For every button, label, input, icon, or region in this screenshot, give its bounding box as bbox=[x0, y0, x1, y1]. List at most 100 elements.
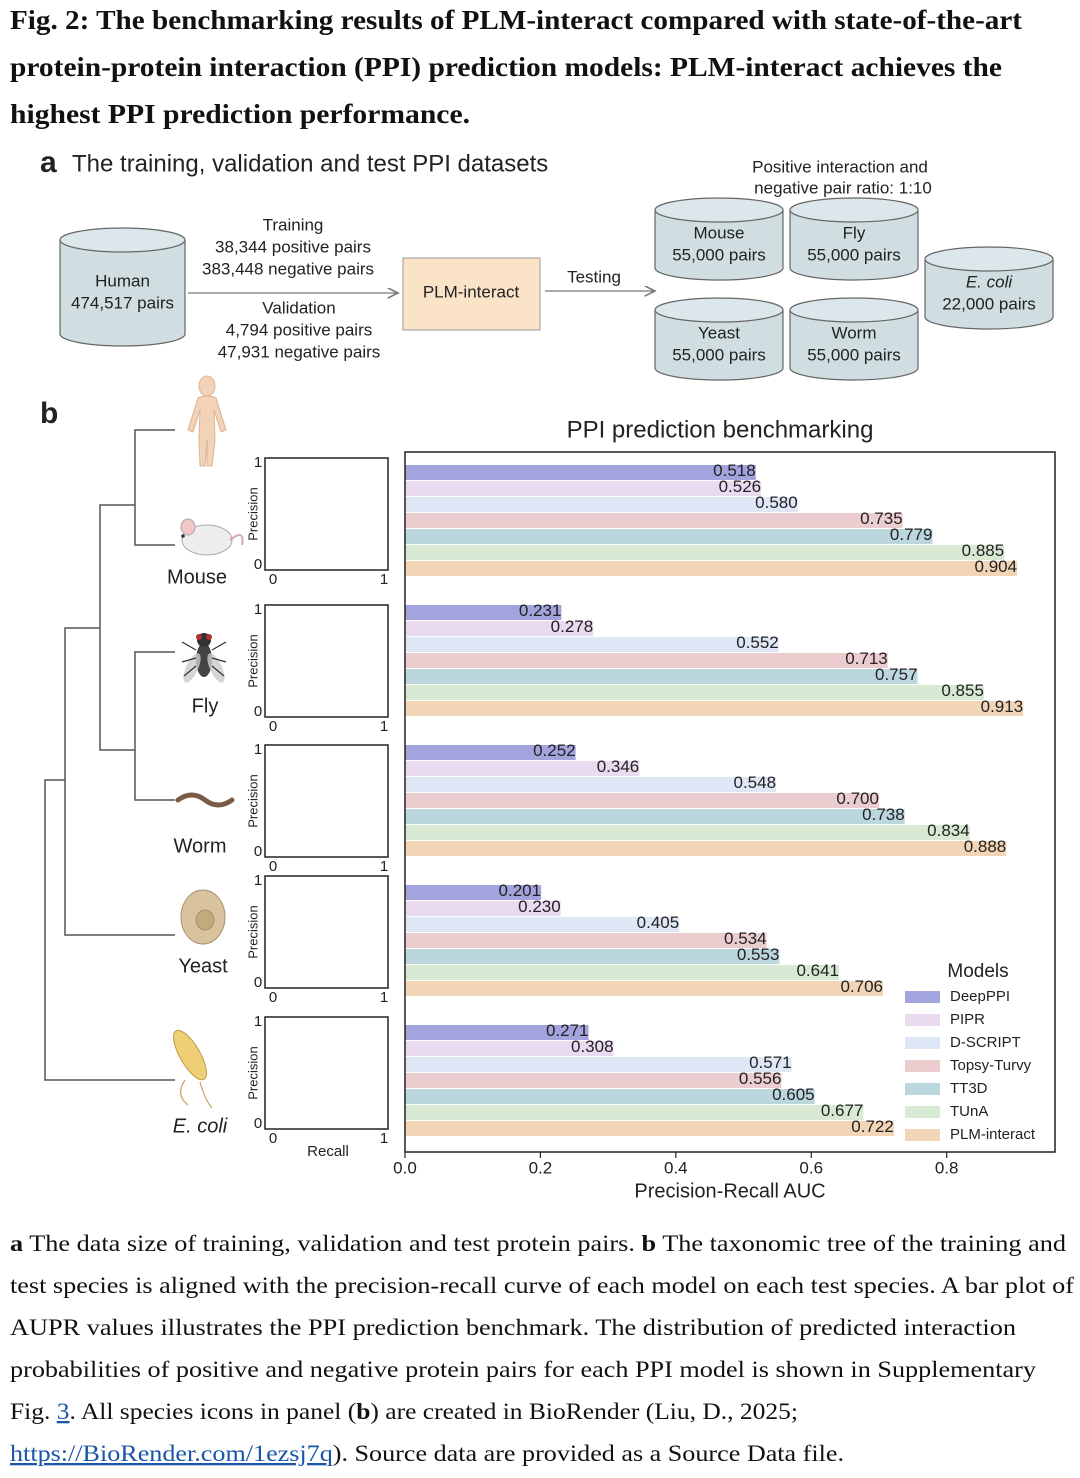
inset-frame bbox=[264, 875, 389, 989]
bar-value-label: 0.571 bbox=[749, 1053, 792, 1072]
legend-label: PIPR bbox=[950, 1011, 985, 1028]
legend-swatch bbox=[905, 1083, 940, 1095]
caption-line: test species is aligned with the precisi… bbox=[10, 1273, 1074, 1298]
bar-value-label: 0.271 bbox=[546, 1021, 589, 1040]
x-tick-label: 0.0 bbox=[393, 1158, 417, 1177]
inset-tick-label: 0 bbox=[269, 718, 277, 735]
bar-value-label: 0.677 bbox=[821, 1101, 864, 1120]
bar-value-label: 0.552 bbox=[736, 633, 779, 652]
x-axis-label: Precision-Recall AUC bbox=[634, 1180, 825, 1202]
dataset-size: 474,517 pairs bbox=[71, 293, 174, 312]
cylinder bbox=[789, 210, 919, 281]
caption-text: ). Source data are provided as a Source … bbox=[333, 1441, 844, 1466]
inset-ylabel: Precision bbox=[245, 905, 260, 958]
caption-line: probabilities of positive and negative p… bbox=[10, 1357, 1037, 1382]
worm-icon bbox=[175, 792, 235, 808]
bar-value-label: 0.735 bbox=[860, 509, 903, 528]
cylinder-top bbox=[924, 246, 1054, 272]
bar-value-label: 0.252 bbox=[533, 741, 576, 760]
validation-text: 4,794 positive pairs bbox=[226, 320, 372, 339]
caption-line: a The data size of training, validation … bbox=[10, 1231, 1067, 1256]
inset-tick-label: 0 bbox=[254, 556, 262, 573]
x-tick-label: 0.4 bbox=[664, 1158, 688, 1177]
bar bbox=[405, 1041, 614, 1056]
bar bbox=[405, 809, 905, 824]
inset-tick-label: 1 bbox=[254, 601, 262, 618]
inset-tick-label: 1 bbox=[380, 858, 388, 875]
training-text: Training bbox=[263, 215, 324, 234]
legend-label: D-SCRIPT bbox=[950, 1034, 1021, 1051]
bar-value-label: 0.888 bbox=[964, 837, 1007, 856]
panel-label: b bbox=[40, 397, 58, 430]
dataset-name: Fly bbox=[843, 223, 866, 242]
bar bbox=[405, 669, 918, 684]
dataset-size: 55,000 pairs bbox=[672, 245, 766, 264]
inset-tick-label: 0 bbox=[269, 571, 277, 588]
legend-label: Topsy-Turvy bbox=[950, 1057, 1032, 1074]
figure-title: highest PPI prediction performance. bbox=[10, 99, 470, 129]
x-tick-label: 0.8 bbox=[935, 1158, 959, 1177]
bar bbox=[405, 465, 756, 480]
caption-text: test species is aligned with the precisi… bbox=[10, 1273, 1074, 1298]
cylinder bbox=[654, 210, 784, 281]
bar-value-label: 0.713 bbox=[845, 649, 888, 668]
training-text: 38,344 positive pairs bbox=[215, 237, 371, 256]
bar-value-label: 0.278 bbox=[551, 617, 594, 636]
caption-text: Fig. bbox=[10, 1399, 57, 1424]
url-link[interactable]: https://BioRender.com/1ezsj7q bbox=[10, 1441, 333, 1466]
inset-tick-label: 0 bbox=[269, 989, 277, 1006]
x-tick-label: 0.6 bbox=[799, 1158, 823, 1177]
legend-label: TT3D bbox=[950, 1080, 988, 1097]
bar bbox=[405, 637, 779, 652]
fly-icon bbox=[181, 633, 227, 683]
dataset-size: 55,000 pairs bbox=[672, 345, 766, 364]
inset-tick-label: 1 bbox=[254, 872, 262, 889]
caption-text: probabilities of positive and negative p… bbox=[10, 1357, 1037, 1382]
bar bbox=[405, 561, 1018, 576]
dataset-diagram: PLM-interact Testing Training 38,344 pos… bbox=[59, 157, 1054, 381]
bar-value-label: 0.534 bbox=[724, 929, 767, 948]
bar-value-label: 0.230 bbox=[518, 897, 561, 916]
bar bbox=[405, 777, 777, 792]
cylinder-top bbox=[789, 197, 919, 223]
bar-value-label: 0.548 bbox=[733, 773, 776, 792]
bar bbox=[405, 745, 576, 760]
cylinder bbox=[59, 240, 186, 347]
legend-swatch bbox=[905, 1014, 940, 1026]
inset-frame bbox=[264, 457, 389, 571]
testing-label: Testing bbox=[567, 267, 621, 286]
bar bbox=[405, 621, 594, 636]
bar-value-label: 0.308 bbox=[571, 1037, 614, 1056]
figure-title: protein-protein interaction (PPI) predic… bbox=[10, 52, 1002, 82]
bar bbox=[405, 1025, 589, 1040]
bar-value-label: 0.885 bbox=[962, 541, 1005, 560]
inset-frame bbox=[264, 604, 389, 718]
bar bbox=[405, 917, 680, 932]
bar-value-label: 0.201 bbox=[499, 881, 542, 900]
bar bbox=[405, 605, 562, 620]
bar-value-label: 0.855 bbox=[941, 681, 984, 700]
panel-label: a bbox=[40, 146, 57, 179]
bar-value-label: 0.834 bbox=[927, 821, 970, 840]
inset-tick-label: 1 bbox=[380, 718, 388, 735]
legend-title: Models bbox=[947, 961, 1008, 982]
inset-xlabel: Recall bbox=[307, 1143, 349, 1160]
caption: a The data size of training, validation … bbox=[10, 1231, 1074, 1466]
category-label: Mouse bbox=[167, 566, 227, 588]
cylinder bbox=[924, 259, 1054, 330]
taxonomic-tree bbox=[44, 429, 175, 1081]
species-icons bbox=[173, 375, 244, 1109]
inset-ylabel: Precision bbox=[245, 774, 260, 827]
model-box bbox=[402, 257, 541, 331]
figure-link[interactable]: 3 bbox=[57, 1399, 70, 1424]
inset-ylabel: Precision bbox=[245, 1046, 260, 1099]
cylinder-top bbox=[789, 297, 919, 323]
bar-value-label: 0.700 bbox=[836, 789, 879, 808]
legend-swatch bbox=[905, 991, 940, 1003]
caption-bold: b bbox=[642, 1231, 657, 1256]
caption-line: https://BioRender.com/1ezsj7q). Source d… bbox=[10, 1441, 844, 1466]
bar bbox=[405, 949, 780, 964]
dataset-name: Worm bbox=[831, 323, 876, 342]
panel-title: The training, validation and test PPI da… bbox=[72, 150, 548, 177]
